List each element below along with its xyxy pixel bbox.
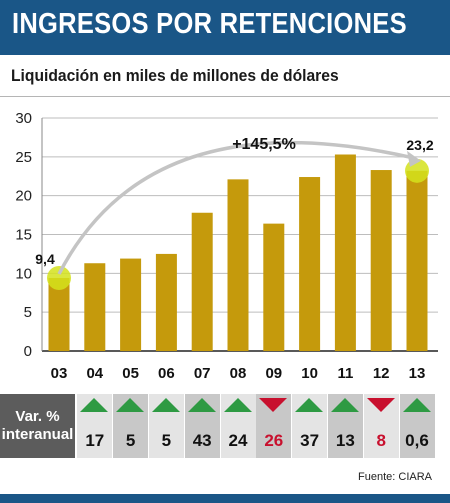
triangle-up-icon — [151, 398, 180, 412]
variation-cell: 17 — [77, 394, 113, 458]
variation-value: 13 — [335, 431, 355, 450]
x-tick-label: 06 — [158, 365, 175, 382]
variation-label-line1: Var. % — [15, 408, 60, 425]
variation-cell: 8 — [363, 394, 399, 458]
bar — [263, 223, 285, 351]
variation-value: 5 — [161, 431, 172, 450]
x-tick-label: 12 — [373, 365, 390, 382]
variation-value: 24 — [228, 431, 248, 450]
growth-arrowhead — [407, 150, 421, 167]
y-tick-label: 10 — [15, 265, 32, 282]
last-value-label: 23,2 — [406, 137, 433, 153]
variation-cell: 13 — [327, 394, 363, 458]
header-bar — [0, 0, 450, 55]
bar — [84, 263, 106, 351]
variation-value: 17 — [85, 431, 105, 450]
variation-label: Var. % interanual — [0, 394, 75, 458]
chart-title: INGRESOS POR RETENCIONES — [12, 8, 407, 40]
bar — [334, 154, 356, 351]
y-tick-label: 15 — [15, 227, 32, 244]
bar — [227, 179, 249, 351]
subtitle-divider — [0, 96, 450, 97]
x-tick-label: 09 — [265, 365, 282, 382]
first-value-label: 9,4 — [35, 251, 55, 267]
x-tick-label: 10 — [301, 365, 318, 382]
triangle-down-icon — [259, 398, 288, 412]
bar — [406, 170, 428, 351]
x-tick-label: 08 — [230, 365, 247, 382]
triangle-up-icon — [223, 398, 252, 412]
x-tick-label: 03 — [51, 365, 68, 382]
variation-cell: 5 — [148, 394, 184, 458]
triangle-down-icon — [366, 398, 395, 412]
source-note: Fuente: CIARA — [358, 471, 432, 483]
variation-value: 37 — [300, 431, 320, 450]
variation-value: 26 — [264, 431, 284, 450]
chart-subtitle: Liquidación en miles de millones de dóla… — [11, 66, 339, 85]
variation-cell: 5 — [113, 394, 149, 458]
footer-bar — [0, 494, 450, 503]
triangle-up-icon — [330, 398, 359, 412]
variation-cell: 43 — [184, 394, 220, 458]
variation-value: 5 — [125, 431, 136, 450]
x-tick-label: 13 — [409, 365, 426, 382]
variation-cell: 24 — [220, 394, 256, 458]
bar — [299, 177, 321, 351]
bar — [48, 277, 70, 351]
growth-change-label: +145,5% — [232, 136, 296, 153]
highlight-marker-first — [47, 265, 71, 290]
variation-cell: 0,6 — [399, 394, 435, 458]
variation-label-line2: interanual — [1, 426, 74, 443]
triangle-up-icon — [295, 398, 324, 412]
variation-value: 0,6 — [405, 431, 429, 450]
bar — [370, 170, 392, 351]
variation-cell: 26 — [256, 394, 292, 458]
bar — [191, 212, 213, 351]
triangle-up-icon — [187, 398, 216, 412]
y-tick-label: 30 — [15, 110, 32, 127]
triangle-up-icon — [116, 398, 145, 412]
bar — [155, 253, 177, 351]
x-tick-label: 11 — [337, 365, 353, 382]
x-tick-label: 07 — [194, 365, 211, 382]
y-tick-label: 25 — [15, 149, 32, 166]
y-tick-label: 5 — [24, 304, 32, 321]
variation-value: 43 — [192, 431, 212, 450]
y-tick-label: 20 — [15, 188, 32, 205]
x-tick-label: 05 — [122, 365, 139, 382]
growth-arc — [57, 140, 414, 275]
bar — [120, 258, 142, 351]
variation-value: 8 — [376, 431, 386, 450]
triangle-up-icon — [80, 398, 109, 412]
triangle-up-icon — [402, 398, 431, 412]
y-tick-label: 0 — [24, 343, 32, 360]
variation-cell: 37 — [292, 394, 328, 458]
x-tick-label: 04 — [86, 365, 103, 382]
